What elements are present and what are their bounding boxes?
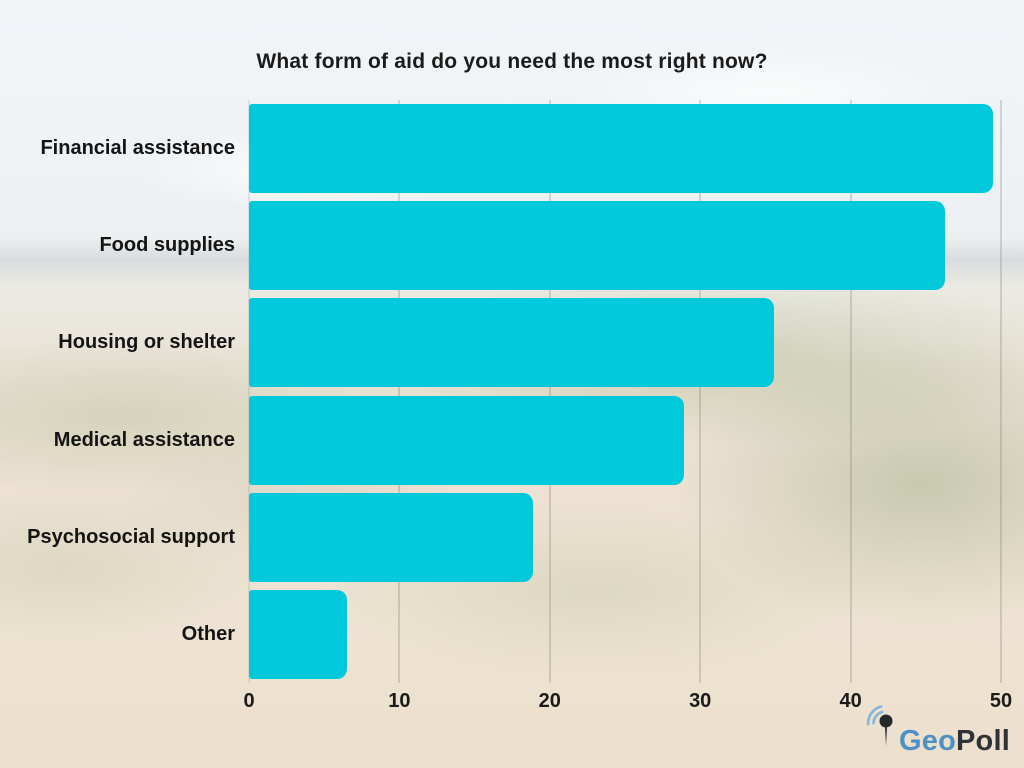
category-label-row: Food supplies (0, 197, 235, 294)
gridline-0 (248, 100, 250, 683)
chart-title: What form of aid do you need the most ri… (256, 50, 768, 73)
plot-area (248, 100, 1002, 683)
category-labels-column: Financial assistance Food supplies Housing… (0, 100, 235, 683)
x-tick-label-10: 10 (388, 690, 411, 712)
category-label: Other (181, 622, 235, 645)
category-label-row: Financial assistance (0, 100, 235, 197)
category-label-row: Other (0, 586, 235, 683)
bar-other (249, 589, 347, 679)
gridline-20 (549, 100, 551, 683)
gridline-10 (398, 100, 400, 683)
bar-medical-assistance (249, 395, 684, 485)
logo-text-poll: Poll (956, 725, 1010, 757)
x-tick-label-40: 40 (839, 690, 862, 712)
gridline-40 (850, 100, 852, 683)
x-tick-label-20: 20 (538, 690, 561, 712)
category-label: Housing or shelter (58, 331, 235, 354)
category-label: Psychosocial support (27, 525, 235, 548)
gridline-50 (1000, 100, 1002, 683)
category-label-row: Housing or shelter (0, 294, 235, 391)
x-tick-label-50: 50 (989, 690, 1013, 712)
category-label: Financial assistance (40, 137, 235, 160)
category-label: Medical assistance (53, 428, 235, 451)
geopoll-logo: Geo Poll (861, 704, 1010, 756)
bar-psychosocial-support (249, 492, 534, 582)
category-label-row: Psychosocial support (0, 489, 235, 586)
category-label: Food supplies (99, 234, 235, 257)
gridline-30 (699, 100, 701, 683)
x-axis: 0 10 20 30 40 50 (243, 690, 1012, 716)
bar-housing-or-shelter (249, 298, 774, 388)
geopoll-pin-icon (866, 705, 893, 746)
bar-financial-assistance (249, 104, 994, 193)
x-tick-label-30: 30 (689, 690, 712, 712)
bar-food-supplies (249, 201, 946, 291)
x-tick-label-0: 0 (243, 690, 255, 712)
category-label-row: Medical assistance (0, 392, 235, 489)
logo-text-geo: Geo (899, 725, 957, 757)
